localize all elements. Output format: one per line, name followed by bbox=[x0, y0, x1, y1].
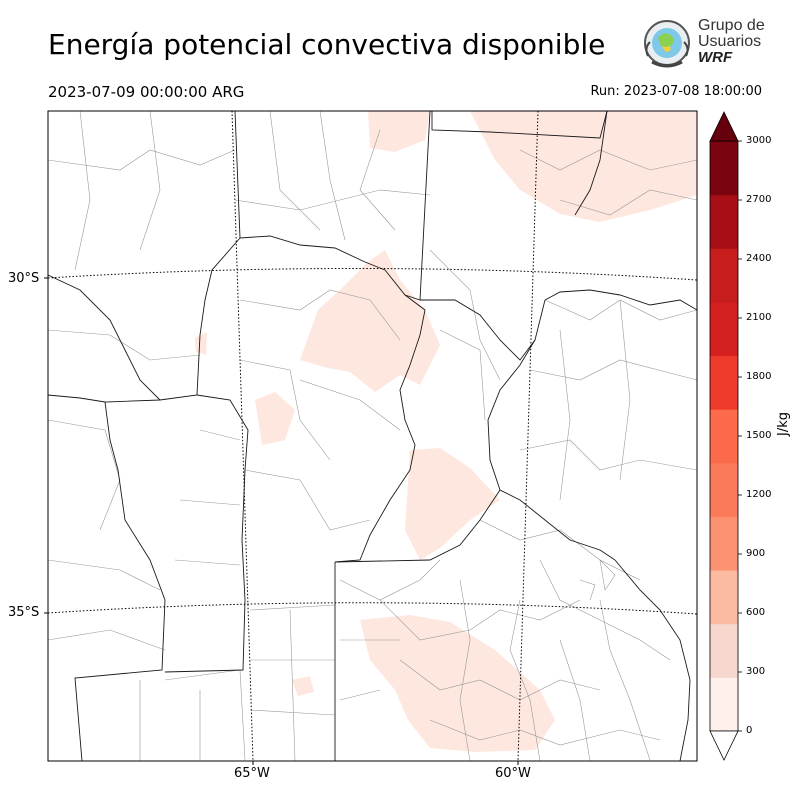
colorbar-tick-label: 0 bbox=[746, 725, 753, 736]
globe-icon bbox=[644, 20, 690, 68]
parallel-30s bbox=[48, 267, 697, 281]
colorbar-tick-label: 900 bbox=[746, 548, 766, 559]
province-border-2 bbox=[74, 237, 241, 761]
wrf-group-logo: Grupo de Usuarios WRF bbox=[638, 16, 768, 74]
province-border-3 bbox=[48, 274, 161, 401]
cape-area-northeast bbox=[470, 111, 697, 222]
province-boundaries bbox=[48, 111, 697, 761]
colorbar-under-arrow bbox=[709, 730, 739, 761]
lon-label-60w: 60°W bbox=[495, 766, 531, 781]
cape-area-southwest bbox=[292, 676, 314, 696]
colorbar-band bbox=[710, 677, 738, 732]
province-border-12 bbox=[487, 299, 616, 561]
colorbar-band bbox=[710, 301, 738, 357]
coastline bbox=[614, 559, 691, 761]
province-border-9 bbox=[431, 111, 608, 139]
map-title: Energía potencial convectiva disponible bbox=[48, 28, 606, 61]
colorbar-band bbox=[710, 194, 738, 249]
run-time: Run: 2023-07-08 18:00:00 bbox=[590, 84, 762, 99]
colorbar-tick-label: 1200 bbox=[746, 489, 772, 500]
colorbar-band bbox=[710, 141, 738, 196]
logo-line-1: Grupo de bbox=[698, 17, 765, 34]
colorbar-unit: J/kg bbox=[776, 412, 791, 436]
colorbar-band bbox=[710, 462, 738, 517]
colorbar-band bbox=[710, 409, 738, 464]
province-border-4 bbox=[48, 394, 106, 403]
colorbar-over-arrow bbox=[709, 111, 739, 142]
colorbar-tick-label: 600 bbox=[746, 607, 766, 618]
cape-shading bbox=[195, 111, 697, 752]
lat-label-30s: 30°S bbox=[8, 271, 40, 286]
cape-area-east bbox=[405, 448, 500, 560]
cape-area-central bbox=[300, 250, 440, 392]
province-border-10 bbox=[574, 111, 608, 216]
province-border-1 bbox=[234, 111, 426, 563]
valid-time: 2023-07-09 00:00:00 ARG bbox=[48, 83, 245, 101]
logo-line-3: WRF bbox=[698, 49, 733, 66]
map-frame bbox=[47, 110, 698, 762]
colorbar-tick-label: 2400 bbox=[746, 253, 772, 264]
cape-area-north bbox=[368, 111, 430, 152]
lon-label-65w: 65°W bbox=[234, 766, 270, 781]
lat-label-35s: 35°S bbox=[8, 605, 40, 620]
province-border-5 bbox=[164, 394, 249, 673]
province-border-11 bbox=[544, 289, 697, 311]
colorbar-tick-label: 2100 bbox=[746, 312, 772, 323]
cape-area-west bbox=[255, 392, 295, 445]
department-boundaries bbox=[48, 111, 697, 761]
colorbar-band bbox=[710, 248, 738, 303]
province-border-13 bbox=[420, 299, 536, 361]
logo-line-2: Usuarios bbox=[698, 33, 762, 50]
colorbar-band bbox=[710, 570, 738, 625]
colorbar-tick-label: 2700 bbox=[746, 194, 772, 205]
colorbar-tick-label: 300 bbox=[746, 666, 766, 677]
graticule bbox=[48, 111, 697, 761]
province-border-7 bbox=[334, 489, 501, 563]
parallel-35s bbox=[48, 602, 697, 615]
cape-area-west-edge bbox=[195, 332, 207, 355]
cape-area-south bbox=[360, 615, 555, 752]
colorbar-tick-label: 1800 bbox=[746, 371, 772, 382]
colorbar-tick-label: 1500 bbox=[746, 430, 772, 441]
colorbar-band bbox=[710, 516, 738, 571]
colorbar-band bbox=[710, 355, 738, 410]
colorbar-band bbox=[710, 623, 738, 678]
colorbar-tick-label: 3000 bbox=[746, 135, 772, 146]
